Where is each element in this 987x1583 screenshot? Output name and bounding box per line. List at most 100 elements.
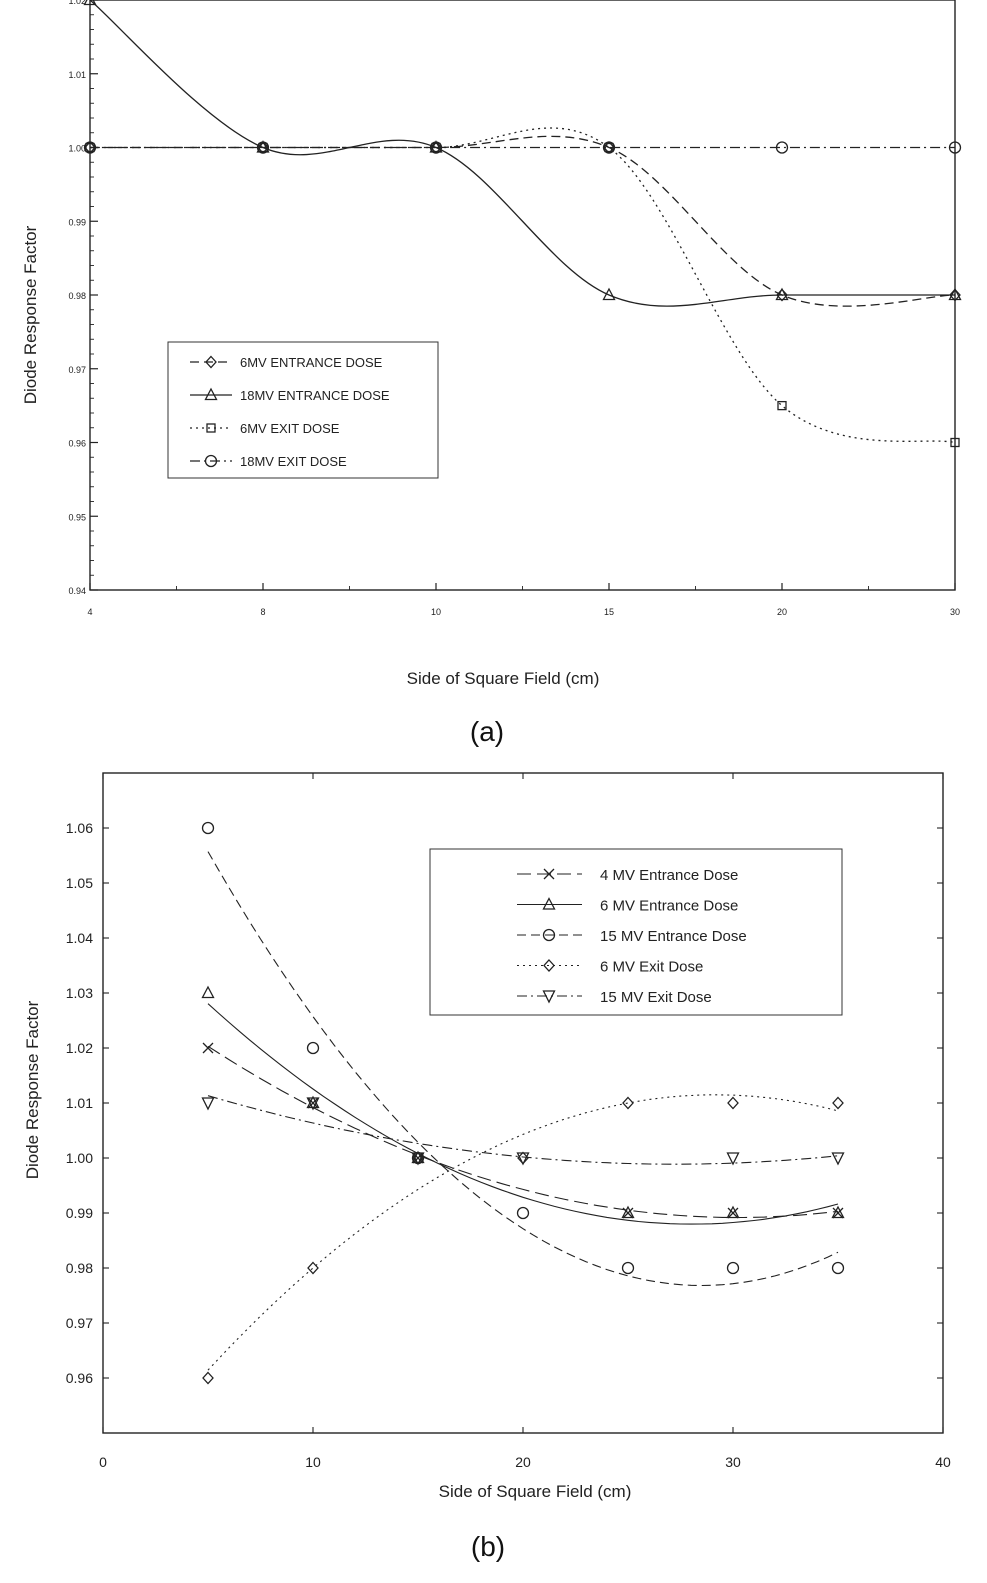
data-point-15-mv-entrance-dose [726, 1261, 740, 1275]
data-point-6-mv-exit-dose [622, 1096, 634, 1110]
data-point-18mv-exit-dose [256, 141, 270, 154]
data-point-15-mv-exit-dose [306, 1097, 320, 1111]
data-point-18mv-exit-dose [602, 141, 616, 154]
y-tick-label: 0.97 [66, 1315, 93, 1331]
fit-curve-6-mv-exit-dose [207, 1094, 839, 1371]
x-tick-label: 4 [87, 607, 92, 617]
data-point-18mv-exit-dose [83, 141, 97, 154]
data-point-15-mv-entrance-dose [516, 1206, 530, 1220]
legend-entry-4-mv-entrance-dose: 4 MV Entrance Dose [600, 867, 738, 884]
fit-curve-15-mv-exit-dose [207, 1095, 839, 1165]
legend-a: 6MV ENTRANCE DOSE 18MV ENTRANCE DOSE 6MV E… [167, 341, 439, 479]
x-tick-label: 10 [431, 607, 441, 617]
legend-entry-15-mv-entrance-dose: 15 MV Entrance Dose [600, 928, 747, 945]
x-tick-label: 8 [260, 607, 265, 617]
data-point-15-mv-entrance-dose [306, 1041, 320, 1055]
y-tick-label: 0.99 [68, 217, 86, 227]
data-point-6-mv-entrance-dose [726, 1205, 740, 1219]
y-tick-label: 1.00 [68, 144, 86, 154]
data-point-6-mv-entrance-dose [831, 1205, 845, 1219]
legend-entry-6-mv-exit-dose: 6 MV Exit Dose [600, 959, 703, 976]
data-point-6-mv-entrance-dose [621, 1205, 635, 1219]
fit-curve-15-mv-entrance-dose [207, 851, 839, 1287]
x-tick-label: 15 [604, 607, 614, 617]
data-point-18mv-entrance-dose [948, 287, 962, 301]
chart-panel-b: 0.96 0.97 0.98 0.99 1.00 1.01 1.02 1.03 1.04 1.05… [23, 772, 951, 1562]
data-point-6mv-entrance-dose [776, 288, 788, 302]
data-point-15-mv-entrance-dose [831, 1261, 845, 1275]
data-point-6mv-entrance-dose [949, 288, 961, 302]
data-point-6-mv-exit-dose [832, 1096, 844, 1110]
panel-label-b: (b) [471, 1531, 505, 1562]
legend-marker [205, 355, 217, 369]
y-tick-label: 0.98 [66, 1260, 93, 1276]
y-tick-label: 0.95 [68, 512, 86, 522]
series-line-18mv-entrance-dose [89, 0, 955, 307]
legend-entry-18mv-exit-dose: 18MV EXIT DOSE [240, 454, 347, 469]
y-tick-label: 0.96 [66, 1370, 93, 1386]
data-point-18mv-exit-dose [775, 141, 789, 154]
y-tick-label: 1.02 [68, 0, 86, 6]
y-tick-label: 1.06 [66, 820, 93, 836]
legend-b: 4 MV Entrance Dose 6 MV Entrance Dose 15 M… [429, 848, 843, 1016]
y-tick-label: 1.04 [66, 930, 93, 946]
y-tick-label: 1.01 [66, 1095, 93, 1111]
x-tick-label: 0 [99, 1454, 107, 1470]
legend-marker [204, 454, 218, 468]
data-point-18mv-exit-dose [429, 141, 443, 154]
y-tick-label: 0.97 [68, 365, 86, 375]
data-point-15-mv-entrance-dose [201, 821, 215, 835]
y-tick-label: 1.05 [66, 875, 93, 891]
data-point-6-mv-entrance-dose [201, 985, 215, 999]
y-tick-label: 0.94 [68, 586, 86, 596]
data-point-18mv-entrance-dose [83, 0, 97, 6]
legend-marker [542, 990, 556, 1004]
data-point-4-mv-entrance-dose [307, 1097, 319, 1109]
x-axis-title-a: Side of Square Field (cm) [407, 669, 600, 688]
data-point-18mv-exit-dose [948, 141, 962, 154]
data-point-15-mv-exit-dose [201, 1097, 215, 1111]
data-point-18mv-entrance-dose [602, 287, 616, 301]
legend-entry-18mv-entrance-dose: 18MV ENTRANCE DOSE [240, 388, 390, 403]
x-tick-label: 20 [515, 1454, 531, 1470]
data-point-15-mv-exit-dose [516, 1152, 530, 1166]
legend-marker [542, 928, 556, 942]
legend-entry-6mv-entrance-dose: 6MV ENTRANCE DOSE [240, 355, 383, 370]
y-tick-label: 1.00 [66, 1150, 93, 1166]
data-point-4-mv-entrance-dose [727, 1207, 739, 1219]
y-axis-title-a: Diode Response Factor [21, 225, 40, 404]
x-tick-label: 40 [935, 1454, 951, 1470]
data-point-6-mv-exit-dose [727, 1096, 739, 1110]
data-point-6-mv-exit-dose [307, 1261, 319, 1275]
x-axis-title-b: Side of Square Field (cm) [439, 1482, 632, 1501]
y-axis-title-b: Diode Response Factor [23, 1000, 42, 1179]
y-tick-label: 0.99 [66, 1205, 93, 1221]
data-point-4-mv-entrance-dose [832, 1207, 844, 1219]
legend-marker [204, 387, 218, 401]
data-point-15-mv-exit-dose [726, 1152, 740, 1166]
x-tick-label: 10 [305, 1454, 321, 1470]
y-tick-label: 1.03 [66, 985, 93, 1001]
data-point-6mv-exit-dose [777, 400, 787, 411]
data-point-4-mv-entrance-dose [202, 1042, 214, 1054]
legend-entry-6-mv-entrance-dose: 6 MV Entrance Dose [600, 898, 738, 915]
x-tick-label: 30 [950, 607, 960, 617]
y-tick-label: 1.02 [66, 1040, 93, 1056]
y-tick-label: 0.96 [68, 439, 86, 449]
data-point-6-mv-exit-dose [202, 1371, 214, 1385]
data-point-15-mv-exit-dose [411, 1152, 425, 1166]
y-tick-label: 0.98 [68, 291, 86, 301]
series-line-6mv-exit-dose [90, 127, 956, 444]
panel-label-a: (a) [470, 716, 504, 747]
data-point-4-mv-entrance-dose [622, 1207, 634, 1219]
legend-marker [206, 423, 216, 433]
x-tick-label: 30 [725, 1454, 741, 1470]
legend-marker [543, 959, 555, 972]
chart-panel-a: 0.94 0.95 0.96 0.97 0.98 0.99 1.00 1.01 1.02 4 8 1… [21, 0, 962, 747]
x-tick-label: 20 [777, 607, 787, 617]
data-point-15-mv-exit-dose [831, 1152, 845, 1166]
legend-marker [543, 868, 555, 880]
data-point-6mv-exit-dose [950, 437, 960, 448]
data-point-15-mv-entrance-dose [621, 1261, 635, 1275]
